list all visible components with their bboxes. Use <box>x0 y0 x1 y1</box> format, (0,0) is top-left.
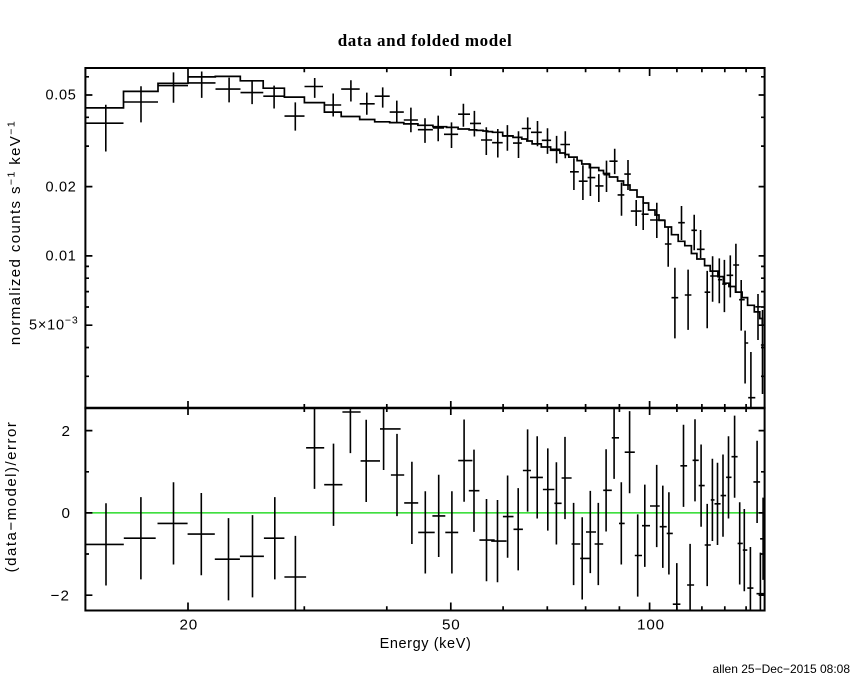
svg-text:allen 25−Dec−2015 08:08: allen 25−Dec−2015 08:08 <box>713 662 850 676</box>
svg-text:0: 0 <box>62 505 70 522</box>
svg-text:−2: −2 <box>51 588 70 605</box>
svg-text:2: 2 <box>62 423 70 440</box>
svg-text:50: 50 <box>442 617 461 634</box>
svg-text:0.02: 0.02 <box>45 180 76 196</box>
svg-text:normalized counts s−1 keV−1: normalized counts s−1 keV−1 <box>6 120 25 345</box>
svg-text:100: 100 <box>637 617 665 634</box>
svg-text:0.01: 0.01 <box>45 249 76 265</box>
svg-text:(data−model)/error: (data−model)/error <box>3 421 20 573</box>
svg-text:data and folded model: data and folded model <box>338 31 513 50</box>
svg-text:20: 20 <box>179 617 198 634</box>
svg-text:0.05: 0.05 <box>45 88 76 104</box>
svg-text:Energy (keV): Energy (keV) <box>380 636 472 652</box>
